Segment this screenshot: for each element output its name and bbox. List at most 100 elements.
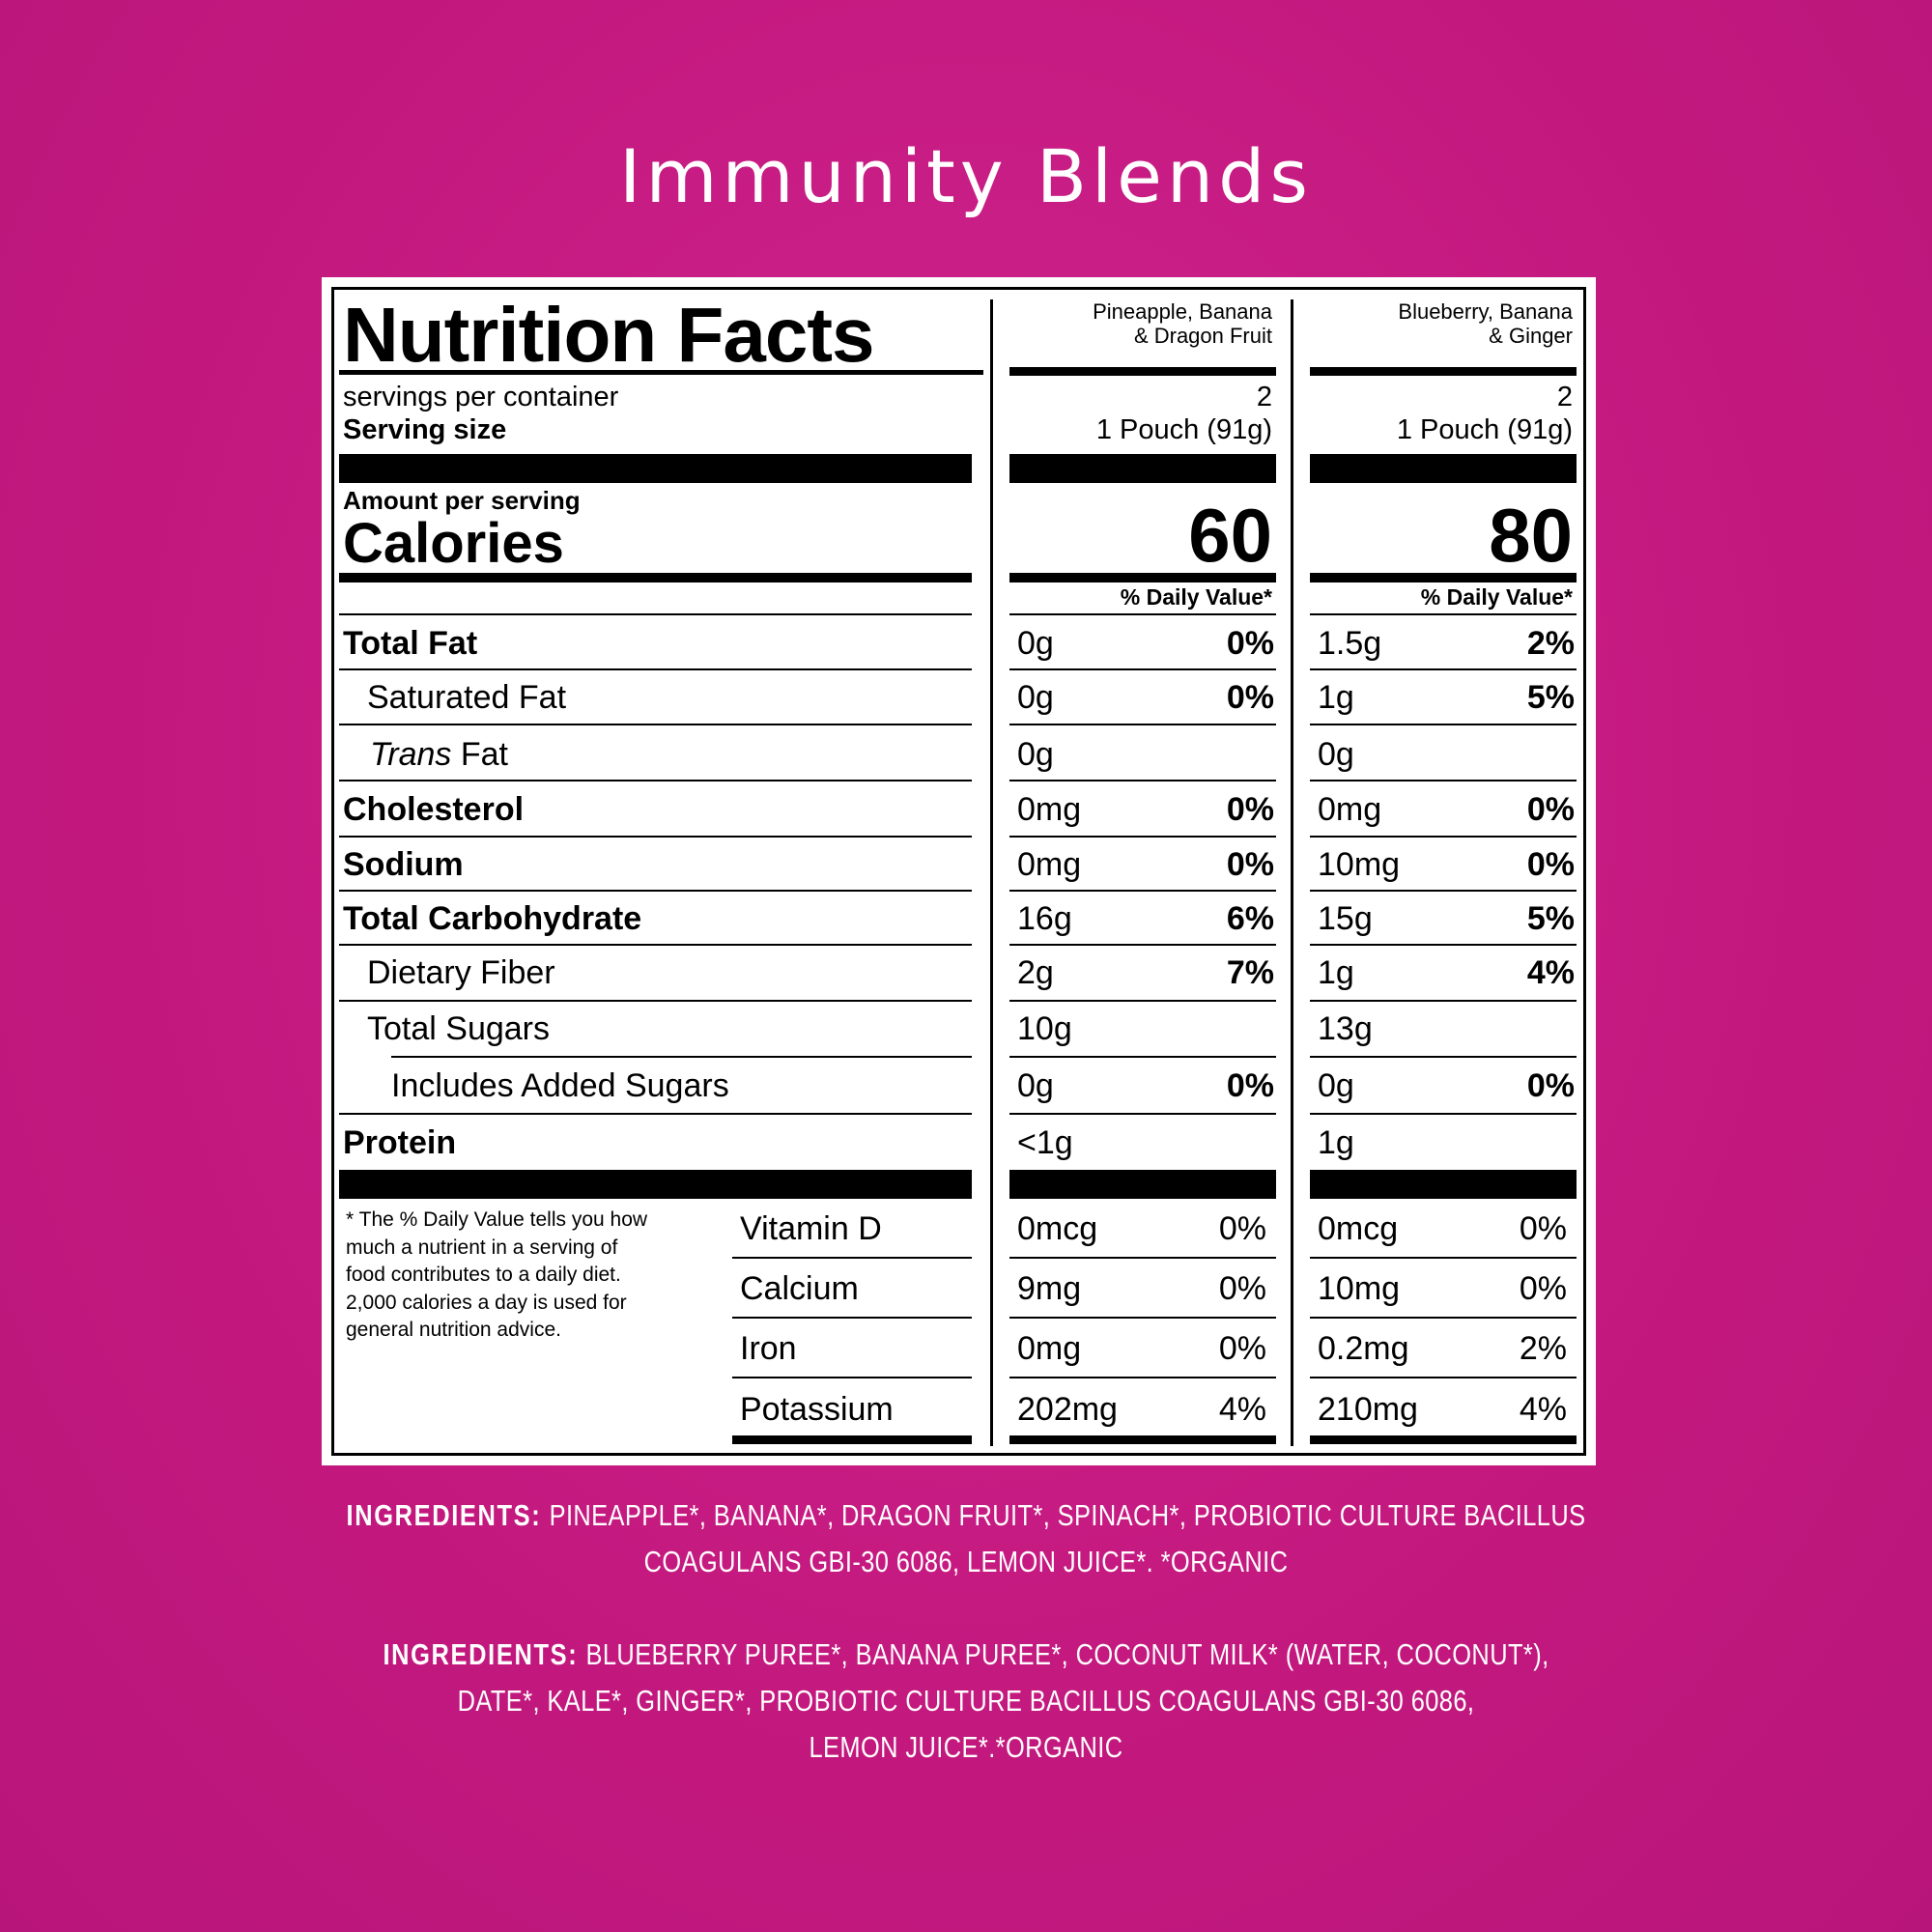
micro-daily-value: 0% bbox=[1218, 1270, 1266, 1307]
row-rule bbox=[1009, 780, 1276, 781]
page-title: Immunity Blends bbox=[619, 133, 1313, 219]
footnote-line: food contributes to a daily diet. bbox=[346, 1264, 621, 1286]
row-rule bbox=[1310, 944, 1577, 946]
product-name-line-1: Blueberry, Banana bbox=[1398, 299, 1573, 324]
product-name-line-2: & Dragon Fruit bbox=[1133, 324, 1272, 348]
nutrient-daily-value: 0% bbox=[1226, 846, 1274, 883]
nutrient-daily-value: 5% bbox=[1526, 679, 1575, 716]
row-rule bbox=[1009, 836, 1276, 838]
nutrient-added-sugars: Includes Added Sugars bbox=[391, 1067, 729, 1104]
ingredients-text: LEMON JUICE*.*ORGANIC bbox=[809, 1730, 1123, 1764]
calories-rule bbox=[1009, 573, 1276, 582]
row-rule bbox=[1009, 944, 1276, 946]
nutrient-amount: 0g bbox=[1318, 1067, 1354, 1104]
nutrient-total-carbohydrate: Total Carbohydrate bbox=[343, 900, 642, 937]
micro-daily-value: 0% bbox=[1519, 1270, 1567, 1307]
ingredients-text: PINEAPPLE*, BANANA*, DRAGON FRUIT*, SPIN… bbox=[549, 1498, 1586, 1532]
bottom-rule bbox=[1009, 1435, 1276, 1444]
amount-per-serving-label: Amount per serving bbox=[343, 486, 581, 515]
row-rule bbox=[339, 1113, 972, 1115]
row-rule bbox=[1009, 890, 1276, 892]
micro-amount: 0mcg bbox=[1017, 1210, 1098, 1247]
row-rule bbox=[1310, 836, 1577, 838]
servings-label: servings per container bbox=[343, 382, 619, 412]
micro-rule bbox=[732, 1377, 972, 1378]
nutrient-amount: 0g bbox=[1017, 679, 1054, 716]
nutrient-amount: 0g bbox=[1017, 1067, 1054, 1104]
nutrient-protein: Protein bbox=[343, 1124, 457, 1161]
micro-iron: Iron bbox=[740, 1330, 797, 1367]
nutrient-amount: 10mg bbox=[1318, 846, 1401, 883]
row-rule bbox=[1310, 1000, 1577, 1002]
row-rule bbox=[1310, 668, 1577, 670]
row-rule bbox=[339, 890, 972, 892]
serving-size-value: 1 Pouch (91g) bbox=[1396, 414, 1573, 445]
nutrient-amount: 0g bbox=[1318, 736, 1354, 773]
nutrient-daily-value: 0% bbox=[1226, 625, 1274, 662]
nutrition-facts-heading: Nutrition Facts bbox=[343, 292, 874, 378]
row-rule bbox=[1009, 1113, 1276, 1115]
thick-rule-2 bbox=[1310, 1170, 1577, 1199]
nutrient-amount: 13g bbox=[1318, 1010, 1373, 1047]
dv-header: % Daily Value* bbox=[1120, 584, 1272, 610]
nutrient-daily-value: 6% bbox=[1226, 900, 1274, 937]
nutrient-daily-value: 0% bbox=[1226, 1067, 1274, 1104]
thick-rule-1 bbox=[1310, 454, 1577, 483]
servings-value: 2 bbox=[1256, 382, 1272, 412]
calories-rule bbox=[1310, 573, 1577, 582]
nutrient-dietary-fiber: Dietary Fiber bbox=[367, 954, 555, 991]
nutrient-amount: 16g bbox=[1017, 900, 1072, 937]
nutrient-daily-value: 0% bbox=[1226, 679, 1274, 716]
micro-daily-value: 4% bbox=[1519, 1391, 1567, 1428]
nutrient-daily-value: 5% bbox=[1526, 900, 1575, 937]
micro-amount: 0.2mg bbox=[1318, 1330, 1409, 1367]
nutrient-amount: 1g bbox=[1318, 679, 1354, 716]
calories-value: 60 bbox=[1188, 493, 1272, 578]
heading-rule bbox=[1009, 367, 1276, 376]
row-rule bbox=[339, 668, 972, 670]
row-rule bbox=[339, 944, 972, 946]
row-rule bbox=[1310, 724, 1577, 725]
nutrient-cholesterol: Cholesterol bbox=[343, 791, 525, 828]
column-divider bbox=[1291, 299, 1293, 1446]
row-rule bbox=[1009, 1056, 1276, 1058]
product-name-line-2: & Ginger bbox=[1489, 324, 1573, 348]
calories-label: Calories bbox=[343, 512, 564, 575]
nutrient-amount: 1.5g bbox=[1318, 625, 1382, 662]
bottom-rule bbox=[1310, 1435, 1577, 1444]
footnote-line: * The % Daily Value tells you how bbox=[346, 1208, 648, 1231]
footnote: * The % Daily Value tells you how much a… bbox=[346, 1207, 647, 1345]
row-rule bbox=[339, 780, 972, 781]
nutrient-daily-value: 0% bbox=[1226, 791, 1274, 828]
ingredients-label: INGREDIENTS: bbox=[383, 1637, 579, 1671]
nutrient-amount: 0mg bbox=[1017, 846, 1082, 883]
nutrient-amount: 1g bbox=[1318, 954, 1354, 991]
footnote-line: 2,000 calories a day is used for bbox=[346, 1291, 627, 1314]
row-rule bbox=[1009, 668, 1276, 670]
micro-daily-value: 0% bbox=[1218, 1330, 1266, 1367]
serving-size-value: 1 Pouch (91g) bbox=[1095, 414, 1272, 445]
heading-rule bbox=[1310, 367, 1577, 376]
micro-daily-value: 0% bbox=[1519, 1210, 1567, 1247]
bottom-rule bbox=[732, 1435, 972, 1444]
row-rule bbox=[1009, 1000, 1276, 1002]
row-rule bbox=[339, 836, 972, 838]
micro-rule bbox=[732, 1317, 972, 1319]
micro-calcium: Calcium bbox=[740, 1270, 859, 1307]
calories-rule bbox=[339, 573, 972, 582]
trans-italic: Trans bbox=[370, 736, 452, 773]
thick-rule-2 bbox=[1009, 1170, 1276, 1199]
product-name-line-1: Pineapple, Banana bbox=[1093, 299, 1272, 324]
nutrient-daily-value: 0% bbox=[1526, 791, 1575, 828]
micro-amount: 0mcg bbox=[1318, 1210, 1399, 1247]
dv-rule bbox=[1009, 613, 1276, 615]
micro-daily-value: 4% bbox=[1218, 1391, 1266, 1428]
thick-rule-2 bbox=[339, 1170, 972, 1199]
row-rule bbox=[1009, 724, 1276, 725]
row-rule bbox=[391, 1056, 972, 1058]
nutrient-daily-value: 7% bbox=[1226, 954, 1274, 991]
micro-amount: 0mg bbox=[1017, 1330, 1082, 1367]
micro-rule bbox=[1310, 1317, 1577, 1319]
nutrient-amount: 2g bbox=[1017, 954, 1054, 991]
nutrient-total-sugars: Total Sugars bbox=[367, 1010, 550, 1047]
